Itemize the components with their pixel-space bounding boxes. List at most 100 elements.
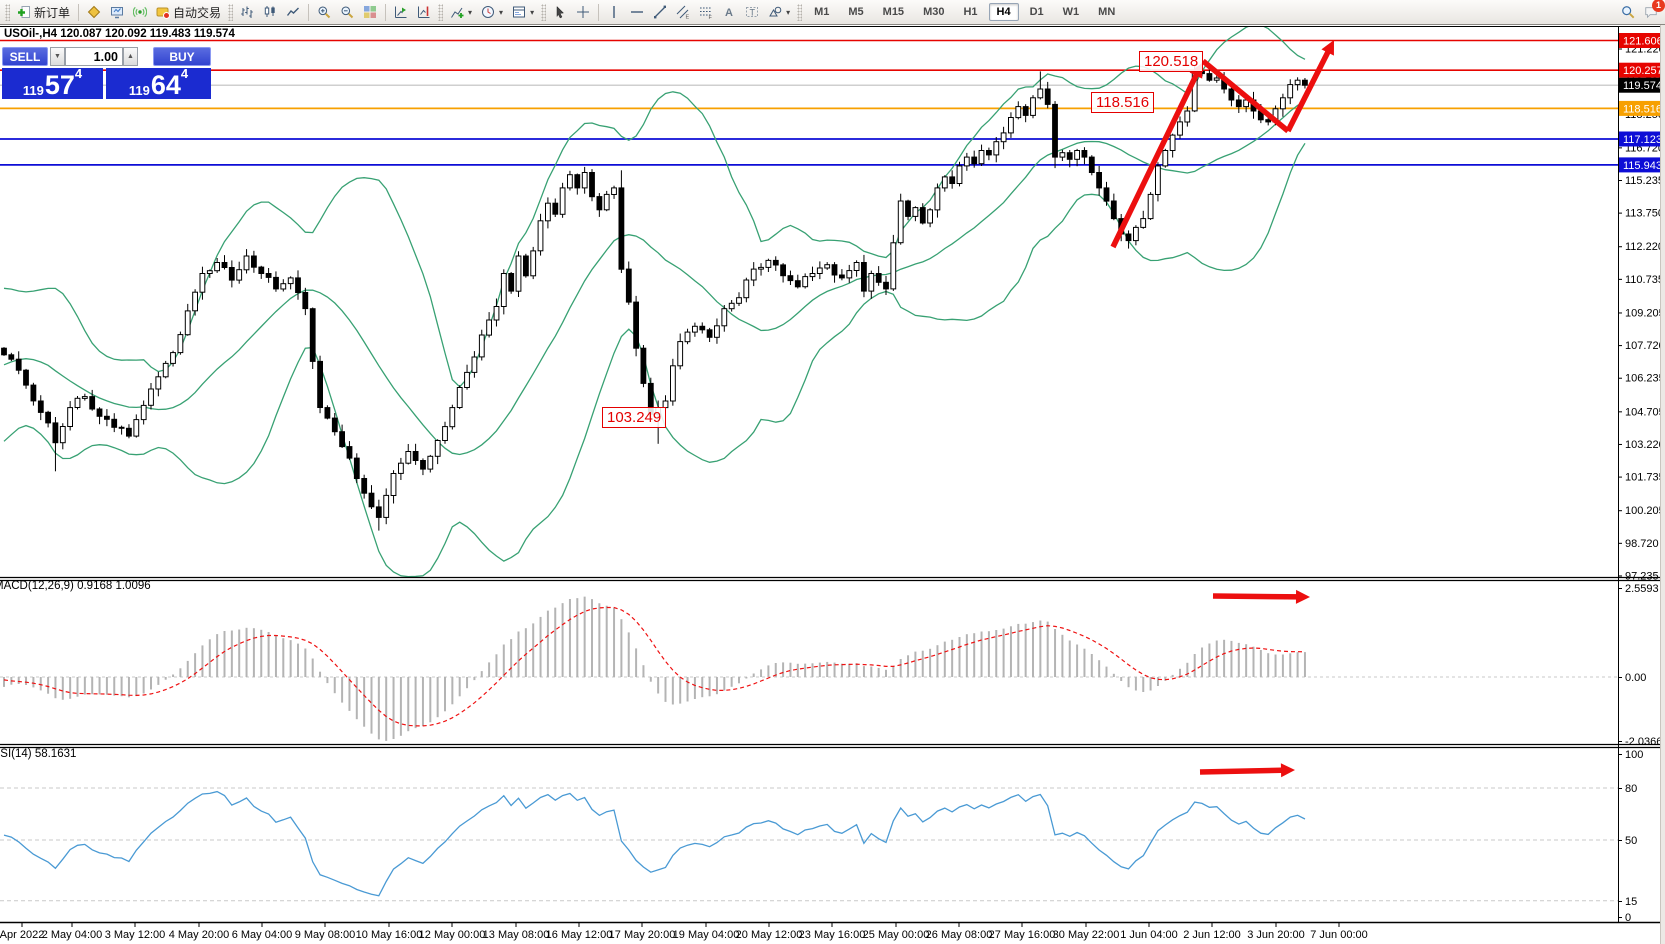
- price-badge-text: 117.123: [1623, 134, 1662, 146]
- price-tick-107.720: 107.720: [1625, 340, 1665, 352]
- buy-price-display[interactable]: 119 64 4: [106, 67, 211, 100]
- charts-window-button[interactable]: [106, 1, 128, 23]
- price-badge-115.943: [1619, 157, 1663, 173]
- cursor-tool-button[interactable]: [549, 1, 571, 23]
- price-tick-103.220: 103.220: [1625, 439, 1665, 451]
- sell-price-display[interactable]: 119 57 4: [2, 67, 103, 99]
- timeframe-mn-button[interactable]: MN: [1098, 6, 1116, 18]
- ohlc-values: 120.087 120.092 119.483 119.574: [60, 28, 235, 40]
- trend-arrow[interactable]: [1110, 68, 1202, 249]
- candlestick-mode-button[interactable]: [259, 1, 281, 23]
- symbols-button[interactable]: [83, 1, 105, 23]
- search-button[interactable]: [1617, 1, 1639, 23]
- timeframe-d1-button[interactable]: D1: [1029, 6, 1044, 18]
- buy-button[interactable]: BUY: [153, 47, 211, 66]
- horizontal-line-tool[interactable]: [626, 1, 648, 23]
- price-scale[interactable]: 121.220119.735118.250116.720115.235113.7…: [1618, 33, 1665, 924]
- volume-input[interactable]: [65, 47, 123, 66]
- buy-price-big: 64: [150, 70, 181, 100]
- chart-shift-button[interactable]: [413, 1, 435, 23]
- annotation-price-label-103.249[interactable]: 103.249: [602, 407, 667, 428]
- cursor-icon: [553, 5, 567, 19]
- channel-icon: E: [676, 5, 690, 19]
- bar-chart-mode-button[interactable]: [236, 1, 258, 23]
- text-tool[interactable]: A: [718, 1, 740, 23]
- trend-arrow[interactable]: [1201, 58, 1290, 134]
- templates-dropdown[interactable]: ▾: [508, 1, 538, 23]
- chevron-down-icon[interactable]: ▾: [530, 7, 535, 17]
- timeframe-m30-button[interactable]: M30: [923, 6, 945, 18]
- time-label: 3 May 12:00: [105, 929, 166, 941]
- annotation-price-label-120.518[interactable]: 120.518: [1139, 51, 1204, 72]
- toolbar-grip: [541, 3, 547, 21]
- price-badge-text: 120.257: [1623, 65, 1663, 77]
- sell-button[interactable]: SELL: [2, 47, 48, 66]
- fibonacci-tool[interactable]: F: [695, 1, 717, 23]
- price-tick-100.205: 100.205: [1625, 505, 1665, 517]
- news-signal-button[interactable]: [129, 1, 151, 23]
- macd-signal-line: [3, 606, 1306, 727]
- chart-background: [0, 26, 1665, 944]
- price-tick-97.235: 97.235: [1625, 570, 1659, 582]
- timeframe-m15-button[interactable]: M15: [882, 6, 905, 18]
- arrow-head-icon: [1321, 40, 1334, 56]
- price-tick-112.220: 112.220: [1625, 241, 1664, 253]
- labelT-icon: T: [745, 5, 759, 19]
- crosshair-tool-button[interactable]: [572, 1, 594, 23]
- timeframe-h1-button[interactable]: H1: [963, 6, 978, 18]
- trend-arrow[interactable]: [1212, 593, 1303, 600]
- rsi-tick-50: 50: [1625, 835, 1637, 847]
- rsi-indicator-label: RSI(14) 58.1631: [0, 748, 77, 760]
- textA-icon: A: [722, 5, 736, 19]
- equidistant-channel-tool[interactable]: E: [672, 1, 694, 23]
- shapes-dropdown[interactable]: ▾: [764, 1, 794, 23]
- tile-windows-button[interactable]: [359, 1, 381, 23]
- trendline-tool[interactable]: [649, 1, 671, 23]
- trend-arrow[interactable]: [1199, 767, 1288, 775]
- new-order-button[interactable]: 新订单: [13, 1, 74, 23]
- vertical-line-tool[interactable]: [603, 1, 625, 23]
- toolbar-grip: [228, 3, 234, 21]
- arrow-head-icon: [1295, 589, 1310, 604]
- price-badge-119.574: [1619, 77, 1663, 93]
- annotations-layer: [1110, 40, 1334, 778]
- volume-decrease-button[interactable]: ▼: [50, 47, 65, 66]
- chevron-down-icon[interactable]: ▾: [468, 7, 473, 17]
- trend-arrow[interactable]: [1285, 45, 1333, 133]
- timeframe-h4-button[interactable]: H4: [988, 3, 1019, 21]
- timeframe-m1-button[interactable]: M1: [814, 6, 830, 18]
- timeframe-w1-button[interactable]: W1: [1062, 6, 1080, 18]
- time-label: 1 Jun 04:00: [1120, 929, 1178, 941]
- auto-trading-button[interactable]: 自动交易: [152, 1, 225, 23]
- price-tick-106.235: 106.235: [1625, 373, 1665, 385]
- periods-dropdown[interactable]: ▾: [477, 1, 507, 23]
- line-chart-mode-button[interactable]: [282, 1, 304, 23]
- buy-price-prefix: 119: [128, 83, 150, 98]
- auto-trading-button-label: 自动交易: [173, 5, 222, 20]
- chevron-down-icon[interactable]: ▾: [786, 7, 791, 17]
- bollinger-middle-band: [3, 100, 1306, 456]
- notifications-button[interactable]: 1: [1640, 0, 1665, 23]
- auto-scroll-button[interactable]: [390, 1, 412, 23]
- arrow-head-icon: [1280, 763, 1295, 778]
- zoom-out-button[interactable]: [336, 1, 358, 23]
- indicators-dropdown[interactable]: ▾: [446, 1, 476, 23]
- rsi-tick-15: 15: [1625, 896, 1637, 908]
- indicators-icon: [450, 5, 464, 19]
- price-badge-text: 118.516: [1623, 103, 1662, 115]
- svg-text:F: F: [709, 15, 713, 19]
- notification-badge: 1: [1652, 0, 1665, 12]
- zoom-in-button[interactable]: [313, 1, 335, 23]
- volume-increase-button[interactable]: ▲: [123, 47, 138, 66]
- timeframe-m5-button[interactable]: M5: [848, 6, 864, 18]
- autoscroll-icon: [394, 5, 408, 19]
- chevron-down-icon[interactable]: ▾: [499, 7, 504, 17]
- annotation-price-label-118.516[interactable]: 118.516: [1091, 92, 1155, 113]
- price-tick-115.235: 115.235: [1625, 175, 1664, 187]
- toolbar-sep: [308, 3, 310, 21]
- chartshift-icon: [417, 5, 431, 19]
- clock-icon: [481, 5, 495, 19]
- text-label-tool[interactable]: T: [741, 1, 763, 23]
